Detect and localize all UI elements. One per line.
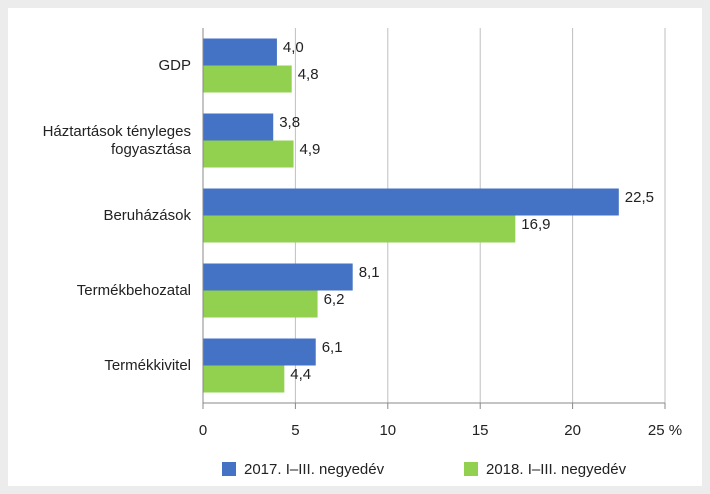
x-tick-label: 15 — [472, 422, 489, 439]
value-label: 8,1 — [359, 264, 380, 281]
x-tick-label: 10 — [379, 422, 396, 439]
legend-label: 2017. I–III. negyedév — [244, 461, 385, 478]
bar — [203, 263, 353, 291]
value-label: 4,8 — [298, 66, 319, 83]
bar — [203, 113, 274, 141]
x-tick-label: 20 — [564, 422, 581, 439]
category-label: GDP — [158, 56, 191, 74]
bar — [203, 215, 516, 243]
category-label: Beruházások — [103, 206, 191, 224]
x-tick-label: 0 — [199, 422, 207, 439]
x-tick-label: 5 — [291, 422, 299, 439]
value-label: 6,2 — [324, 291, 345, 308]
category-label: Termékkivitel — [104, 356, 191, 374]
value-label: 22,5 — [625, 189, 654, 206]
legend-swatch — [222, 462, 236, 476]
value-label: 6,1 — [322, 339, 343, 356]
legend-swatch — [464, 462, 478, 476]
bar — [203, 140, 294, 168]
chart-panel — [8, 8, 702, 486]
value-label: 4,4 — [290, 366, 311, 383]
value-label: 4,9 — [300, 141, 321, 158]
category-label: Háztartások tényleges fogyasztása — [42, 122, 191, 158]
bar — [203, 365, 285, 393]
category-label: Termékbehozatal — [76, 281, 191, 299]
bar — [203, 338, 316, 366]
x-tick-label: 25 % — [648, 422, 682, 439]
value-label: 16,9 — [521, 216, 550, 233]
value-label: 4,0 — [283, 39, 304, 56]
bar — [203, 290, 318, 318]
value-label: 3,8 — [279, 114, 300, 131]
bar — [203, 65, 292, 93]
bar — [203, 188, 619, 216]
bar — [203, 38, 277, 66]
legend-label: 2018. I–III. negyedév — [486, 461, 627, 478]
